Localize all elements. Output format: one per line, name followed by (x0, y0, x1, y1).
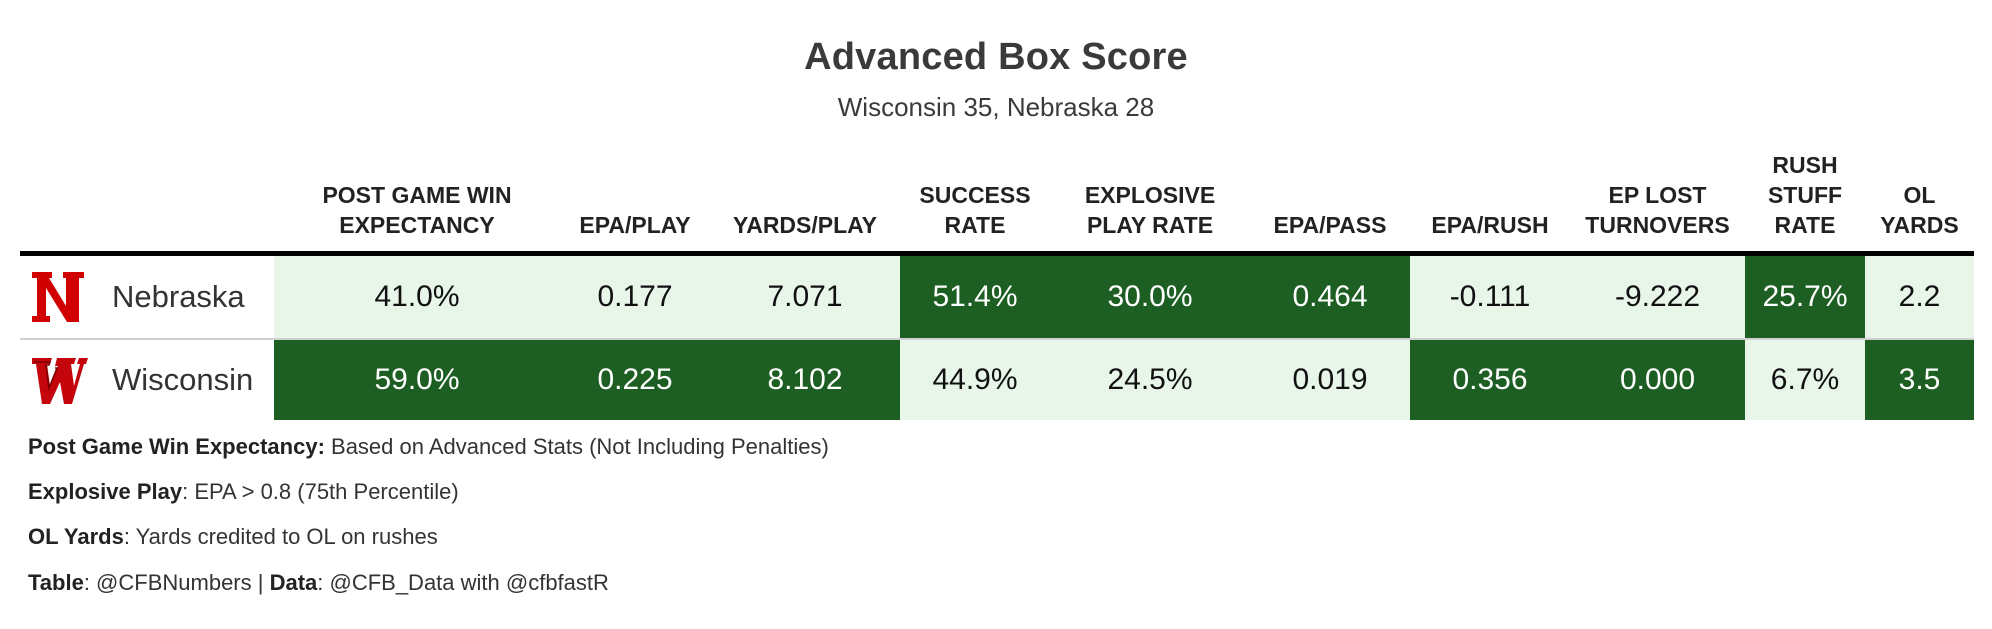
footnote-text: : EPA > 0.8 (75th Percentile) (182, 479, 459, 504)
stat-rush-stuff-rate: 6.7% (1745, 340, 1865, 420)
table-subtitle: Wisconsin 35, Nebraska 28 (837, 92, 1155, 122)
team-cell: Wisconsin (20, 340, 274, 420)
column-headers: POST GAME WIN EXPECTANCY EPA/PLAY YARDS/P… (0, 140, 1992, 240)
stat-epa-rush: -0.111 (1410, 256, 1570, 338)
stat-yards-play: 8.102 (710, 340, 900, 420)
nebraska-n-logo-icon (28, 267, 88, 327)
row-divider (20, 338, 1974, 340)
col-header-win-expectancy: POST GAME WIN EXPECTANCY (322, 182, 512, 238)
team-name: Wisconsin (112, 362, 254, 397)
footnote-explosive-play: Explosive Play: EPA > 0.8 (75th Percenti… (28, 479, 459, 505)
stat-epa-play: 0.177 (560, 256, 710, 338)
stat-epa-pass: 0.464 (1250, 256, 1410, 338)
stat-win-expectancy: 41.0% (274, 256, 560, 338)
stat-epa-pass: 0.019 (1250, 340, 1410, 420)
table-row: Wisconsin 59.0% 0.225 8.102 44.9% 24.5% … (20, 340, 1974, 420)
stat-ep-lost-turnovers: -9.222 (1570, 256, 1745, 338)
stat-ol-yards: 3.5 (1865, 340, 1974, 420)
stat-ol-yards: 2.2 (1865, 256, 1974, 338)
stat-success-rate: 44.9% (900, 340, 1050, 420)
stat-ep-lost-turnovers: 0.000 (1570, 340, 1745, 420)
col-header-yards-play: YARDS/PLAY (732, 212, 878, 238)
team-cell: Nebraska (20, 256, 274, 338)
stat-explosive-play-rate: 30.0% (1050, 256, 1250, 338)
credit-data-text: : @CFB_Data with @cfbfastR (317, 570, 609, 595)
col-header-ep-lost-turnovers: EP LOST TURNOVERS (1585, 182, 1730, 238)
stat-explosive-play-rate: 24.5% (1050, 340, 1250, 420)
credit-table-label: Table (28, 570, 84, 595)
stat-epa-play: 0.225 (560, 340, 710, 420)
table-title: Advanced Box Score (804, 36, 1188, 78)
footnote-text: Based on Advanced Stats (Not Including P… (324, 434, 829, 459)
stat-win-expectancy: 59.0% (274, 340, 560, 420)
stat-yards-play: 7.071 (710, 256, 900, 338)
footnote-win-expectancy: Post Game Win Expectancy: Based on Advan… (28, 434, 829, 460)
stat-success-rate: 51.4% (900, 256, 1050, 338)
col-header-explosive-play-rate: EXPLOSIVE PLAY RATE (1084, 182, 1216, 238)
footnote-ol-yards: OL Yards: Yards credited to OL on rushes (28, 524, 438, 550)
footnote-label: OL Yards (28, 524, 124, 549)
stat-rush-stuff-rate: 25.7% (1745, 256, 1865, 338)
header-divider (20, 251, 1974, 256)
table-row: Nebraska 41.0% 0.177 7.071 51.4% 30.0% 0… (20, 256, 1974, 338)
credit-table-text: : @CFBNumbers | (83, 570, 270, 595)
footnote-text: : Yards credited to OL on rushes (123, 524, 438, 549)
col-header-rush-stuff-rate: RUSH STUFF RATE (1767, 152, 1843, 238)
col-header-epa-play: EPA/PLAY (579, 212, 691, 238)
col-header-ol-yards: OL YARDS (1880, 182, 1959, 238)
footnote-label: Post Game Win Expectancy: (28, 434, 325, 459)
stat-epa-rush: 0.356 (1410, 340, 1570, 420)
credit-data-label: Data (269, 570, 318, 595)
wisconsin-w-logo-icon (28, 350, 88, 410)
col-header-epa-pass: EPA/PASS (1273, 212, 1387, 238)
col-header-epa-rush: EPA/RUSH (1431, 212, 1549, 238)
col-header-success-rate: SUCCESS RATE (919, 182, 1031, 238)
footnote-label: Explosive Play (28, 479, 183, 504)
source-credit: Table: @CFBNumbers | Data: @CFB_Data wit… (28, 570, 609, 596)
team-name: Nebraska (112, 279, 245, 314)
